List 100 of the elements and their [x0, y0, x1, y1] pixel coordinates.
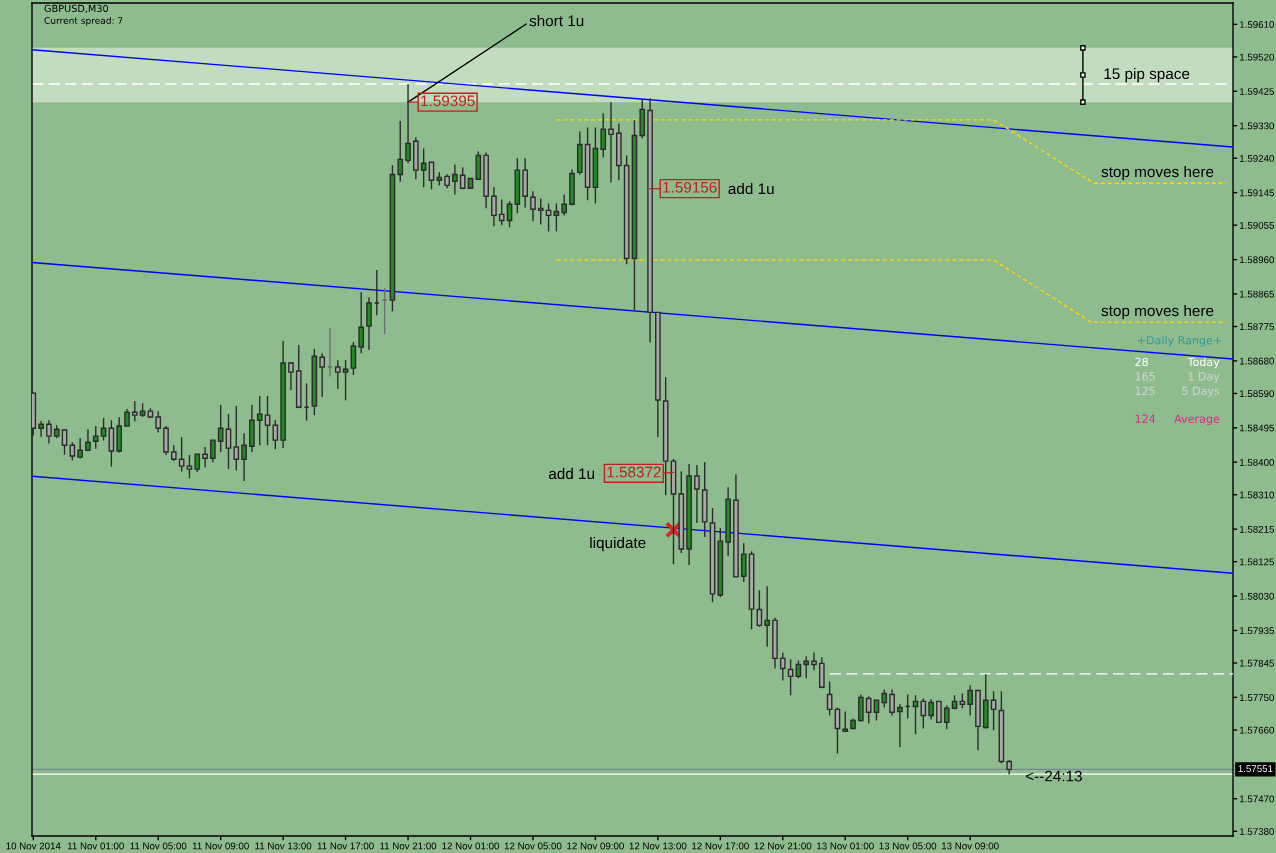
- annotation: 1.58372: [607, 466, 661, 478]
- x-tick-label: 12 Nov 17:00: [692, 842, 749, 850]
- x-tick-label: 11 Nov 21:00: [380, 842, 437, 850]
- annotation: 1.59395: [421, 95, 475, 107]
- y-tick-label: 1.58590: [1239, 390, 1275, 398]
- candlestick: [233, 405, 240, 472]
- candlestick: [740, 542, 747, 583]
- annotation: Today: [1187, 357, 1220, 369]
- y-tick-label: 1.59425: [1239, 88, 1274, 95]
- candlestick: [452, 163, 458, 196]
- candlestick: [498, 198, 505, 226]
- candlestick: [85, 428, 91, 451]
- y-tick-label: 1.59055: [1239, 221, 1274, 229]
- candlestick: [46, 419, 52, 445]
- y-tick-label: 1.59330: [1239, 122, 1275, 130]
- x-tick-label: 11 Nov 05:00: [130, 842, 187, 850]
- annotation: 5 Days: [1182, 386, 1220, 398]
- candlestick: [131, 400, 138, 423]
- x-tick-label: 10 Nov 2014: [6, 842, 61, 850]
- candlestick: [366, 296, 372, 351]
- y-tick-label: 1.58775: [1239, 323, 1274, 331]
- candlestick: [475, 150, 482, 180]
- annotation: 28: [1135, 357, 1148, 367]
- candlestick: [537, 197, 544, 226]
- candlestick: [920, 697, 927, 730]
- candlestick: [256, 395, 263, 446]
- band-label: 15 pip space: [1104, 67, 1190, 83]
- candlestick: [694, 464, 700, 524]
- x-tick-label: 11 Nov 09:00: [192, 842, 249, 850]
- candlestick: [865, 695, 872, 725]
- candlestick: [530, 190, 536, 222]
- x-tick-label: 11 Nov 17:00: [317, 842, 374, 850]
- y-tick-label: 1.59240: [1239, 154, 1275, 162]
- candlestick: [61, 428, 68, 456]
- candlestick: [155, 410, 162, 434]
- annotation: 1.59156: [663, 181, 717, 193]
- candlestick: [241, 432, 247, 482]
- candlestick: [303, 382, 310, 422]
- annotation: stop moves here: [1101, 165, 1214, 181]
- annotation: Average: [1174, 414, 1220, 426]
- candlestick: [163, 425, 169, 456]
- candlestick: [600, 112, 607, 159]
- candlestick: [561, 193, 568, 217]
- y-tick-label: 1.58865: [1239, 290, 1274, 298]
- candlestick: [506, 200, 513, 229]
- annotation: <--24:13: [1025, 770, 1082, 782]
- candlestick: [186, 454, 193, 480]
- y-tick-label: 1.58400: [1239, 458, 1275, 466]
- candlestick: [77, 437, 83, 460]
- candlestick: [342, 359, 349, 402]
- annotation: stop moves here: [1101, 304, 1214, 320]
- y-tick-label: 1.57750: [1239, 694, 1275, 702]
- x-tick-label: 12 Nov 05:00: [504, 842, 562, 850]
- ref-line-label: 1.57551: [1238, 765, 1273, 773]
- y-tick-label: 1.58495: [1239, 424, 1274, 432]
- candlestick: [217, 404, 224, 453]
- annotation: short 1u: [529, 15, 584, 27]
- x-tick-label: 13 Nov 05:00: [879, 842, 937, 850]
- y-tick-label: 1.57470: [1239, 795, 1275, 803]
- x-tick-label: 13 Nov 09:00: [941, 842, 999, 850]
- x-tick-label: 11 Nov 13:00: [255, 842, 312, 850]
- y-tick-label: 1.58680: [1239, 357, 1275, 365]
- candlestick: [842, 710, 849, 733]
- candlestick: [397, 120, 404, 183]
- candlestick: [405, 83, 411, 164]
- candlestick: [288, 361, 294, 391]
- candlestick: [943, 704, 950, 730]
- y-tick-label: 1.58960: [1239, 256, 1275, 264]
- candlestick: [420, 147, 427, 188]
- x-tick-label: 12 Nov 01:00: [442, 842, 500, 850]
- candlestick: [881, 688, 888, 709]
- y-tick-label: 1.57845: [1239, 659, 1274, 667]
- candlestick: [272, 419, 279, 450]
- candlestick: [858, 693, 864, 722]
- candlestick: [108, 419, 115, 468]
- candlestick: [334, 359, 341, 390]
- chart-title: GBPUSD,M30: [44, 4, 109, 14]
- annotation: 165: [1135, 372, 1155, 381]
- annotation: +Daily Range+: [1137, 335, 1222, 347]
- x-tick-label: 12 Nov 09:00: [567, 842, 624, 850]
- y-tick-label: 1.59520: [1239, 53, 1275, 61]
- candlestick: [264, 395, 271, 446]
- x-tick-label: 13 Nov 01:00: [817, 842, 874, 850]
- text: Current spread: 7: [44, 16, 123, 26]
- annotation: 125: [1135, 386, 1155, 396]
- x-tick-label: 12 Nov 13:00: [629, 842, 687, 850]
- candlestick: [373, 269, 380, 316]
- candlestick: [779, 651, 786, 682]
- candlestick: [936, 700, 942, 724]
- candlestick: [326, 327, 333, 378]
- candlestick: [818, 656, 825, 690]
- candlestick: [92, 425, 99, 450]
- annotation: add 1u: [728, 182, 774, 195]
- y-tick-label: 1.57380: [1239, 828, 1275, 835]
- candlestick: [381, 287, 388, 335]
- candlestick: [69, 441, 76, 462]
- candlestick: [491, 186, 497, 227]
- candlestick: [319, 352, 326, 398]
- y-tick-label: 1.58125: [1239, 558, 1274, 566]
- y-tick-label: 1.59610: [1239, 21, 1275, 28]
